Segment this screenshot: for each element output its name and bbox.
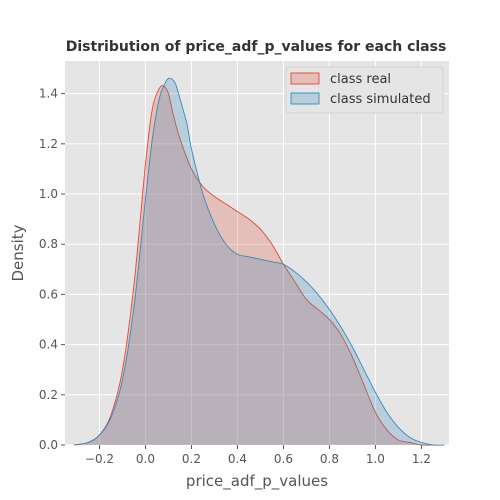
density-area-series-2: [74, 78, 445, 446]
legend-swatch-series-2: [290, 92, 320, 105]
x-tick-label: 0.6: [274, 452, 293, 466]
y-tick-label: 1.0: [39, 187, 58, 201]
y-tick-label: 1.2: [39, 137, 58, 151]
legend-box: [285, 66, 444, 114]
chart-title: Distribution of price_adf_p_values for e…: [66, 39, 447, 55]
x-tick-label: 1.0: [366, 452, 385, 466]
x-tick-label: 0.4: [228, 452, 247, 466]
y-tick-label: 0.2: [39, 388, 58, 402]
legend-label-series-2: class simulated: [330, 92, 431, 107]
y-axis-label: Density: [9, 224, 27, 281]
density-area-series-1: [74, 85, 433, 446]
density-line-series-2: [74, 77, 445, 446]
x-tick-label: 1.2: [412, 452, 431, 466]
y-tick-label: 0.8: [39, 237, 58, 251]
x-axis-ticks: −0.2 0.0 0.2 0.4 0.6 0.8 1.0 1.2: [85, 445, 431, 466]
series-layer: [74, 77, 445, 446]
x-tick-label: 0.8: [320, 452, 339, 466]
legend-swatch-series-1: [290, 72, 320, 85]
plot-area: [65, 61, 449, 445]
x-tick-label: 0.0: [136, 452, 155, 466]
density-line-series-1: [74, 85, 433, 446]
y-tick-label: 0.6: [39, 287, 58, 301]
y-tick-label: 0.4: [39, 338, 58, 352]
legend: class real class simulated: [285, 66, 444, 114]
y-axis-ticks: 0.0 0.2 0.4 0.6 0.8 1.0 1.2 1.4: [39, 87, 65, 452]
y-tick-label: 1.4: [39, 87, 58, 101]
x-axis-label: price_adf_p_values: [186, 472, 328, 491]
legend-label-series-1: class real: [330, 72, 391, 87]
x-tick-label: −0.2: [85, 452, 114, 466]
x-tick-label: 0.2: [182, 452, 201, 466]
y-tick-label: 0.0: [39, 438, 58, 452]
